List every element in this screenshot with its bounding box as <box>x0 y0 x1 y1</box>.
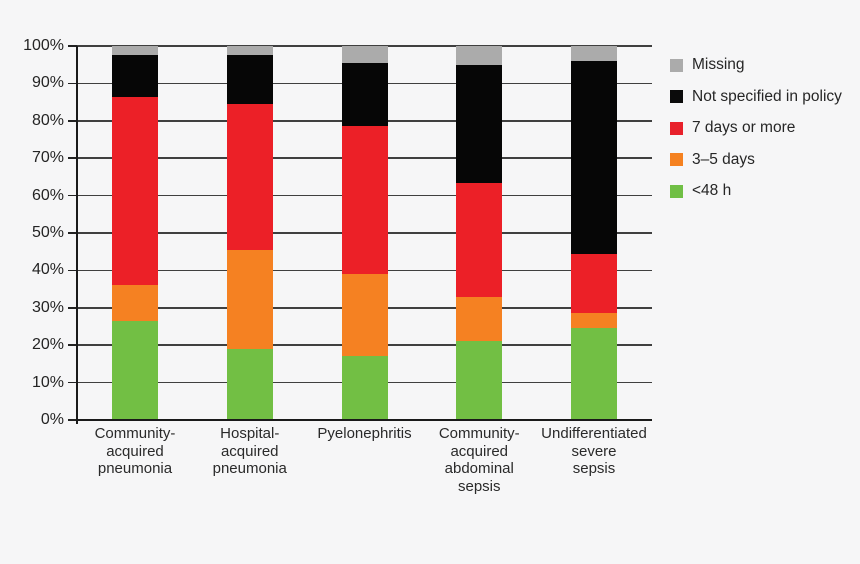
legend-swatch-icon <box>670 121 683 135</box>
stacked-bar <box>341 46 388 420</box>
bar-segment-3-5-days <box>571 313 617 329</box>
y-axis-tick <box>68 381 77 384</box>
bar-segment-missing <box>112 46 158 56</box>
legend-item: 7 days or more <box>670 119 796 136</box>
y-axis-label: 70% <box>31 149 64 167</box>
y-axis-label: 80% <box>31 111 64 129</box>
y-axis-tick <box>68 419 77 421</box>
y-axis-tick <box>68 120 77 122</box>
bar-segment-48-h <box>571 328 617 420</box>
y-axis-label: 30% <box>31 298 64 316</box>
bar-segment-missing <box>456 46 503 65</box>
bar-segment-not-specified-in-policy <box>456 64 503 183</box>
y-axis-tick <box>68 232 77 234</box>
y-axis-tick <box>68 82 77 85</box>
legend-swatch-icon <box>670 153 683 166</box>
y-axis-label: 60% <box>31 186 64 204</box>
bar-segment-7-days-or-more <box>456 182 503 297</box>
bar-segment-not-specified-in-policy <box>571 60 617 254</box>
stacked-bar <box>112 46 158 420</box>
bar-segment-3-5-days <box>341 274 388 357</box>
y-axis-label: 0% <box>40 411 64 428</box>
legend-item: <48 h <box>670 182 732 199</box>
y-axis-label: 100% <box>23 37 64 54</box>
bar-segment-not-specified-in-policy <box>226 55 273 104</box>
bar-segment-3-5-days <box>456 296 503 342</box>
bar-segment-7-days-or-more <box>112 96 158 286</box>
y-axis-tick <box>68 157 77 159</box>
legend-label: 3–5 days <box>692 150 755 168</box>
y-axis-tick <box>68 269 77 272</box>
bar-segment-missing <box>571 46 617 61</box>
x-axis-line <box>77 418 652 421</box>
legend-label: Not specified in policy <box>692 87 842 105</box>
bar-segment-7-days-or-more <box>226 103 273 250</box>
y-axis-tick <box>68 45 77 47</box>
bar-segment-7-days-or-more <box>571 253 617 314</box>
bar-segment-missing <box>341 46 388 63</box>
y-axis-label: 10% <box>31 373 64 391</box>
y-axis-label: 20% <box>31 336 64 354</box>
x-axis-label: Community- acquired abdominal sepsis <box>438 425 520 495</box>
bar-segment-missing <box>226 46 273 56</box>
legend-swatch-icon <box>670 90 683 103</box>
bar-segment-48-h <box>456 341 503 420</box>
bar-segment-not-specified-in-policy <box>341 62 388 127</box>
legend-label: <48 h <box>692 182 732 199</box>
y-axis-tick <box>68 344 77 346</box>
y-axis-label: 50% <box>31 224 64 241</box>
bar-segment-48-h <box>112 320 158 420</box>
y-axis-tick <box>68 194 77 197</box>
bar-segment-3-5-days <box>226 249 273 349</box>
y-axis-tick <box>68 307 77 309</box>
legend-item: Not specified in policy <box>670 87 842 105</box>
stacked-bar <box>226 46 273 420</box>
bar-segment-7-days-or-more <box>341 126 388 275</box>
x-axis-label: Hospital- acquired pneumonia <box>212 425 287 477</box>
gridline <box>77 45 652 47</box>
x-axis-label: Pyelonephritis <box>317 425 412 442</box>
legend-label: Missing <box>692 56 745 73</box>
y-axis-label: 40% <box>31 261 64 279</box>
stacked-bar <box>571 46 617 420</box>
bar-segment-not-specified-in-policy <box>112 55 158 97</box>
x-axis-label: Community- acquired pneumonia <box>94 425 176 477</box>
y-axis-label: 90% <box>31 74 64 92</box>
bar-segment-48-h <box>341 356 388 420</box>
bar-segment-3-5-days <box>112 285 158 321</box>
legend-swatch-icon <box>670 58 683 72</box>
y-axis-line <box>76 46 78 424</box>
legend-item: 3–5 days <box>670 150 755 168</box>
legend-label: 7 days or more <box>692 119 796 136</box>
x-axis-label: Undifferentiated severe sepsis <box>541 425 647 477</box>
stacked-bar <box>456 46 503 420</box>
legend-swatch-icon <box>670 184 683 198</box>
bar-segment-48-h <box>226 348 273 420</box>
legend-item: Missing <box>670 56 745 73</box>
plot-area <box>68 45 652 421</box>
